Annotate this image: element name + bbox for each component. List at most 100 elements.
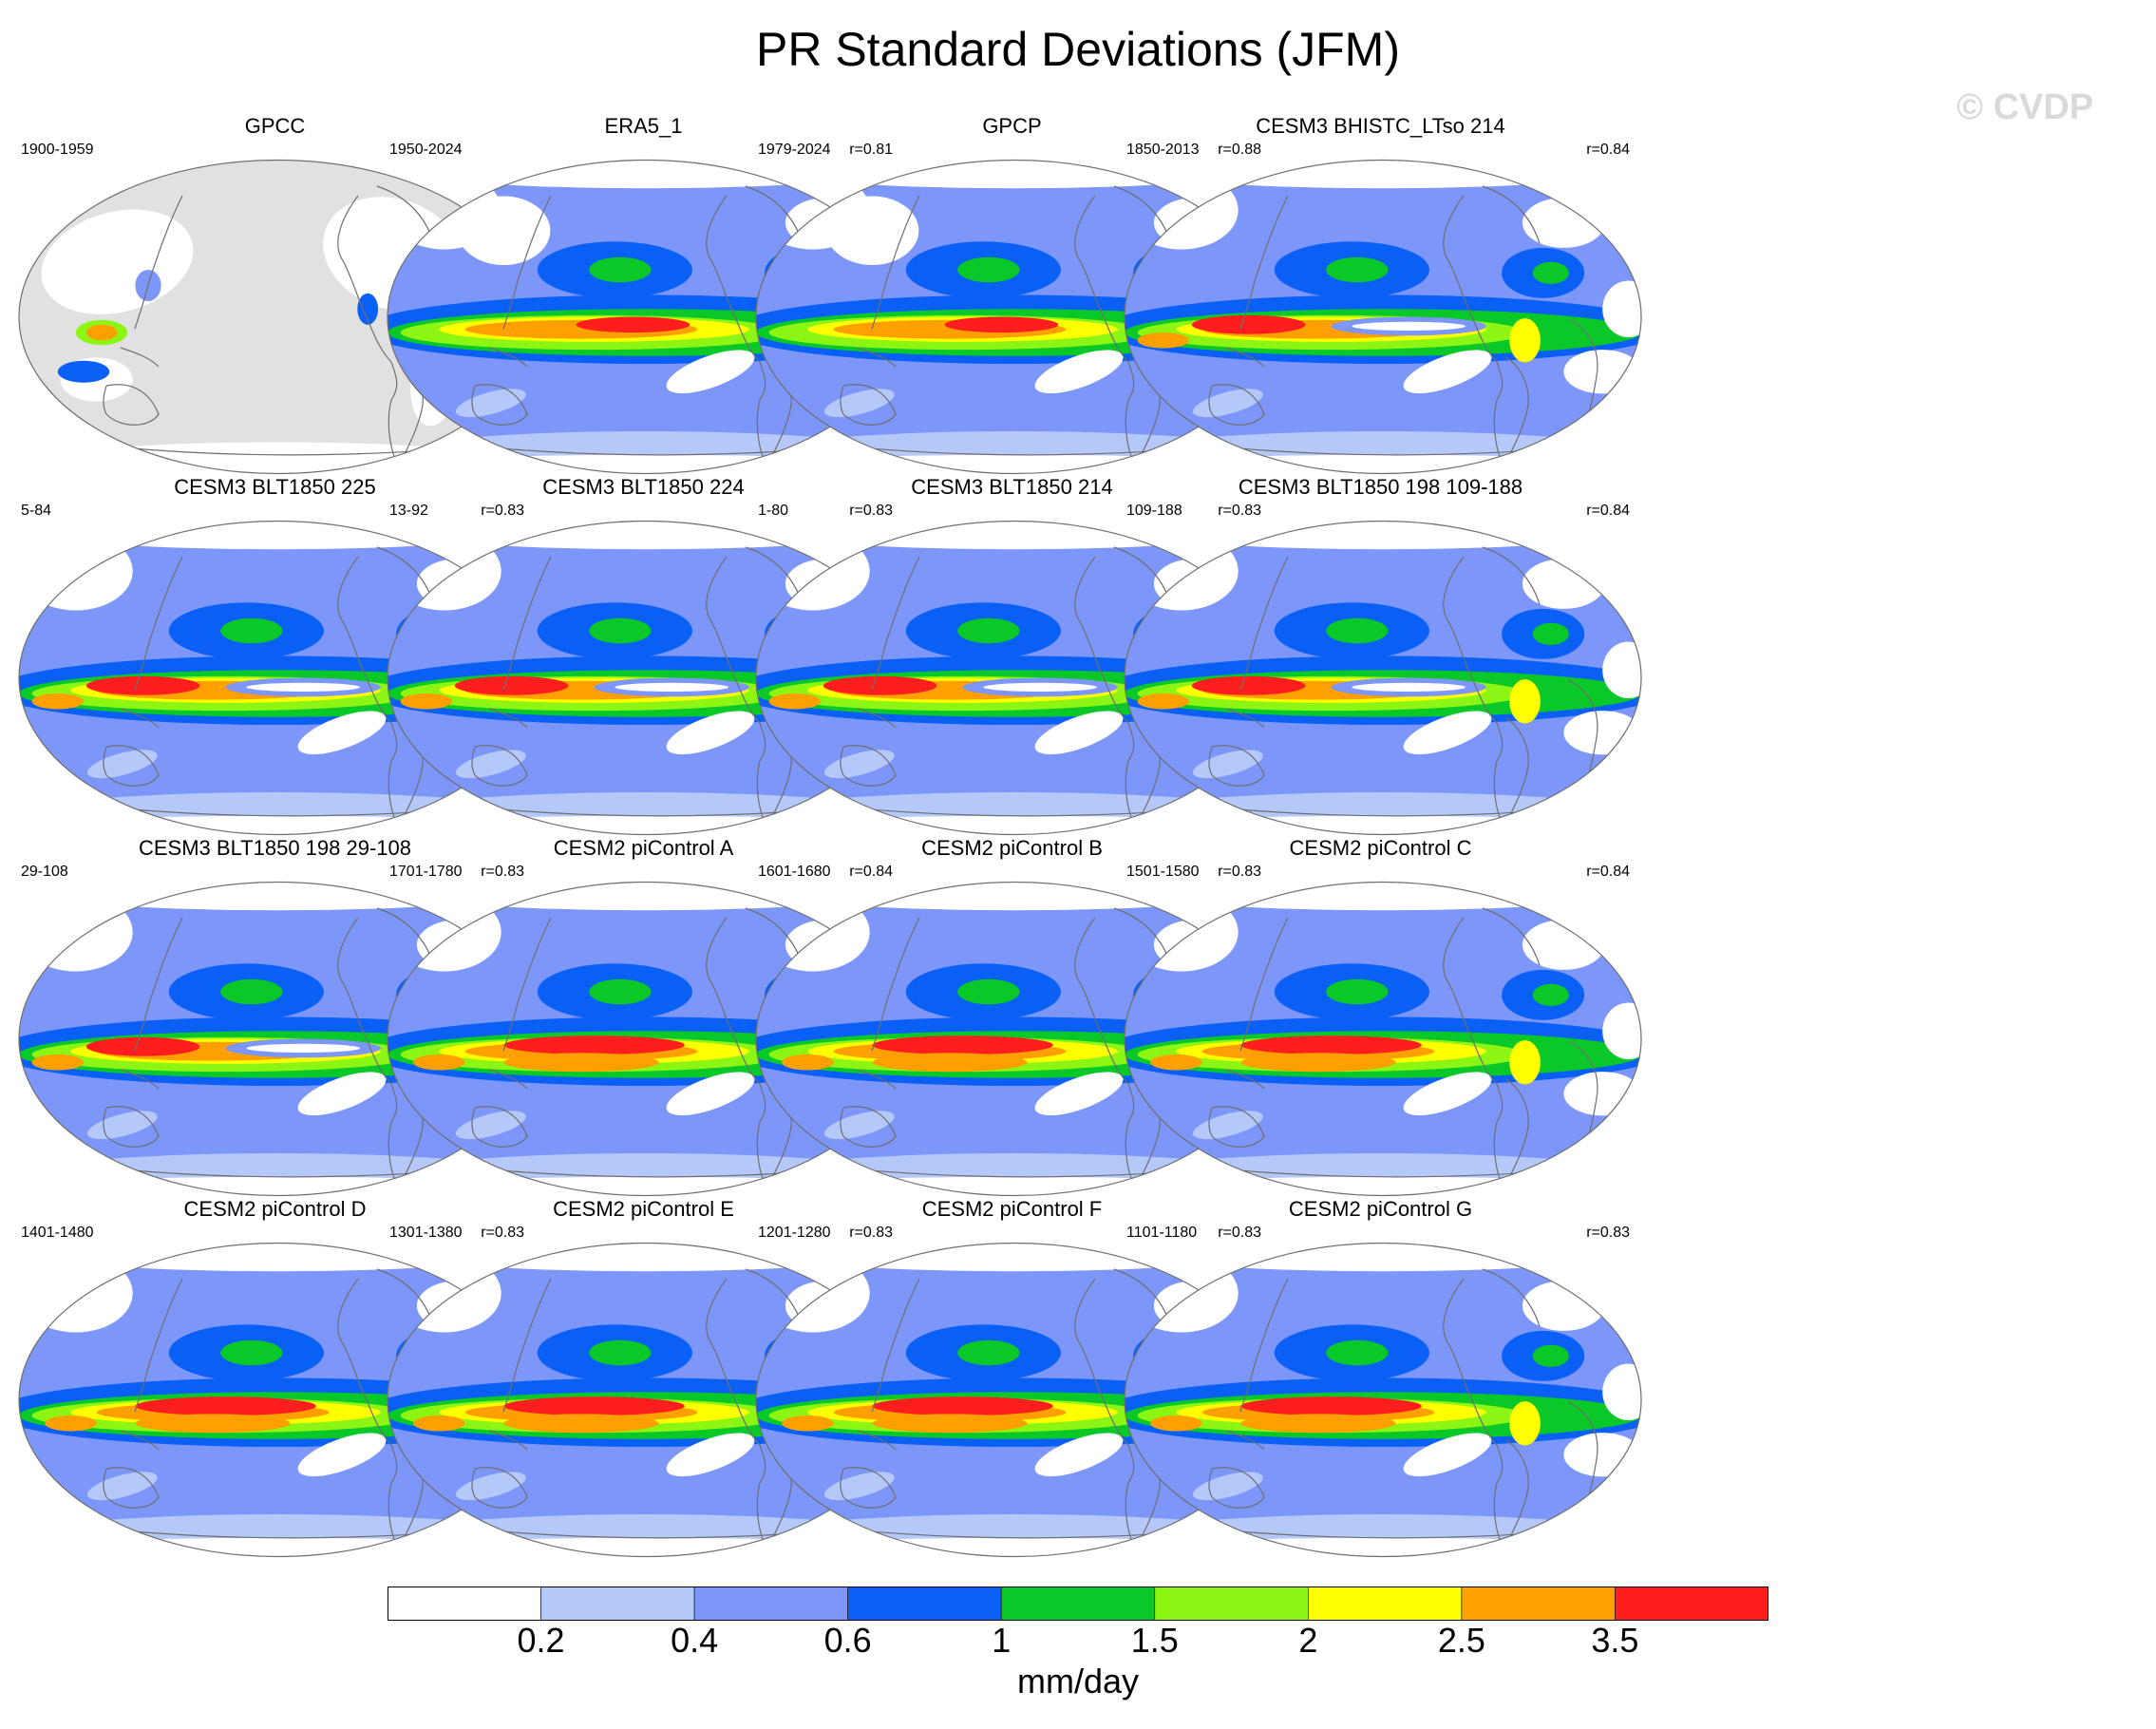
max-central-pacific	[1240, 1036, 1422, 1054]
max-west-pacific	[1191, 675, 1306, 695]
map-panels-grid: GPCC 1900-1959 ERA5_1 1950-2024 r=0.81 GPCP 19…	[18, 114, 1649, 1558]
coastline	[502, 195, 552, 330]
page-title: PR Standard Deviations (JFM)	[755, 23, 1400, 76]
panel-title: CESM2 piControl G	[1288, 1197, 1473, 1221]
panel-period: 1101-1180	[1126, 1225, 1198, 1241]
coastline	[1482, 1268, 1541, 1327]
panel-correlation: r=0.83	[481, 1225, 524, 1241]
coastline	[1208, 1069, 1265, 1148]
coastline	[1505, 1439, 1529, 1546]
colorbar-tick-label: 0.2	[517, 1621, 565, 1660]
map-panel: CESM2 piControl G 1101-1180 r=0.83	[1112, 1197, 1649, 1558]
precip-contour	[1326, 1340, 1389, 1366]
precip-contour	[1532, 622, 1569, 645]
land-asia-dry	[1125, 532, 1239, 611]
max-central-pacific	[1240, 1396, 1422, 1416]
coastline	[103, 708, 160, 787]
coastline	[103, 1069, 160, 1148]
coastline	[134, 1278, 183, 1413]
precip-contour	[957, 978, 1020, 1005]
precip-contour	[1352, 682, 1466, 693]
panel-correlation: r=0.83	[849, 503, 893, 519]
land-asia-dry	[756, 1254, 870, 1333]
precip-contour	[503, 1053, 659, 1073]
panel-correlation: r=0.83	[481, 864, 524, 880]
precip-contour	[1240, 1053, 1396, 1073]
precip-contour	[1240, 1414, 1396, 1434]
panel-title: GPCC	[244, 114, 306, 138]
map-border	[1124, 159, 1642, 475]
coastline	[840, 1069, 897, 1148]
coastline	[1505, 1078, 1529, 1185]
coastline	[471, 347, 528, 426]
dry-zone-s-atlantic	[1563, 711, 1641, 755]
panel-title: GPCP	[982, 114, 1042, 138]
coastline	[388, 1083, 398, 1185]
precip-contour	[872, 1053, 1028, 1073]
colorbar-segment	[1461, 1586, 1616, 1621]
dry-zone-se-pacific	[666, 350, 755, 394]
coastline	[1239, 195, 1289, 330]
panel-correlation: r=0.83	[1586, 1225, 1630, 1241]
coastline	[840, 347, 897, 426]
map-plot	[387, 1242, 905, 1558]
coastline	[1125, 722, 1135, 824]
dry-zone-se-pacific	[1403, 711, 1492, 755]
max-central-pacific	[135, 1396, 316, 1416]
dry-zone-s-atlantic	[1563, 1072, 1641, 1116]
coastline	[1505, 717, 1529, 824]
panel-period: 1301-1380	[389, 1225, 463, 1241]
coastline	[1443, 195, 1498, 363]
precip-contour	[1602, 1363, 1641, 1420]
panel-correlation: r=0.84	[1586, 503, 1630, 519]
coastline	[471, 1430, 528, 1509]
panel-correlation: r=0.84	[1586, 142, 1630, 158]
coastline	[502, 917, 552, 1052]
land-asia-dry	[1125, 893, 1239, 972]
coastline	[706, 1278, 761, 1446]
precip-contour	[1326, 618, 1389, 644]
precip-contour	[589, 1340, 652, 1366]
colorbar-segment	[847, 1586, 1002, 1621]
panel-period: 1950-2024	[389, 142, 463, 158]
precip-contour	[1125, 1537, 1641, 1557]
precip-contour	[1532, 1344, 1569, 1367]
dry-zone-se-pacific	[297, 1433, 387, 1477]
coastline	[1482, 185, 1541, 244]
panel-title: CESM3 BLT1850 224	[542, 475, 745, 499]
panel-title: CESM3 BLT1850 225	[174, 475, 376, 499]
map-plot	[1124, 881, 1642, 1197]
precip-contour	[1125, 882, 1641, 911]
land-asia-dry	[19, 532, 133, 611]
dry-zone-se-pacific	[1034, 711, 1124, 755]
panel-correlation: r=0.88	[1218, 142, 1261, 158]
colorbar-segment	[693, 1586, 848, 1621]
panel-period: 29-108	[21, 864, 68, 880]
land-asia-dry	[756, 893, 870, 972]
coastline	[1074, 917, 1129, 1085]
coastline	[706, 195, 761, 363]
precip-contour	[1326, 978, 1389, 1005]
precip-contour	[589, 978, 652, 1005]
coastline	[706, 556, 761, 724]
coastline	[134, 556, 183, 691]
coastline	[840, 1430, 897, 1509]
precip-contour	[1125, 815, 1641, 835]
colorbar-tick-label: 3.5	[1591, 1621, 1639, 1660]
precip-contour	[983, 682, 1098, 693]
max-west-pacific	[85, 675, 200, 695]
max-central-pacific	[576, 316, 690, 332]
colorbar-tick-label: 0.6	[823, 1621, 872, 1660]
coastline	[337, 1278, 392, 1446]
precip-contour	[589, 256, 652, 283]
panel-period: 5-84	[21, 503, 52, 519]
panel-period: 1501-1580	[1126, 864, 1200, 880]
panel-period: 1401-1480	[21, 1225, 94, 1241]
dry-zone-se-pacific	[666, 711, 755, 755]
panel-title: CESM2 piControl B	[921, 836, 1103, 860]
precip-contour	[1532, 983, 1569, 1006]
dry-zone-se-pacific	[297, 711, 387, 755]
coastline	[471, 1069, 528, 1148]
panel-title: CESM2 piControl C	[1289, 836, 1472, 860]
dry-zone-s-atlantic	[1563, 1433, 1641, 1477]
